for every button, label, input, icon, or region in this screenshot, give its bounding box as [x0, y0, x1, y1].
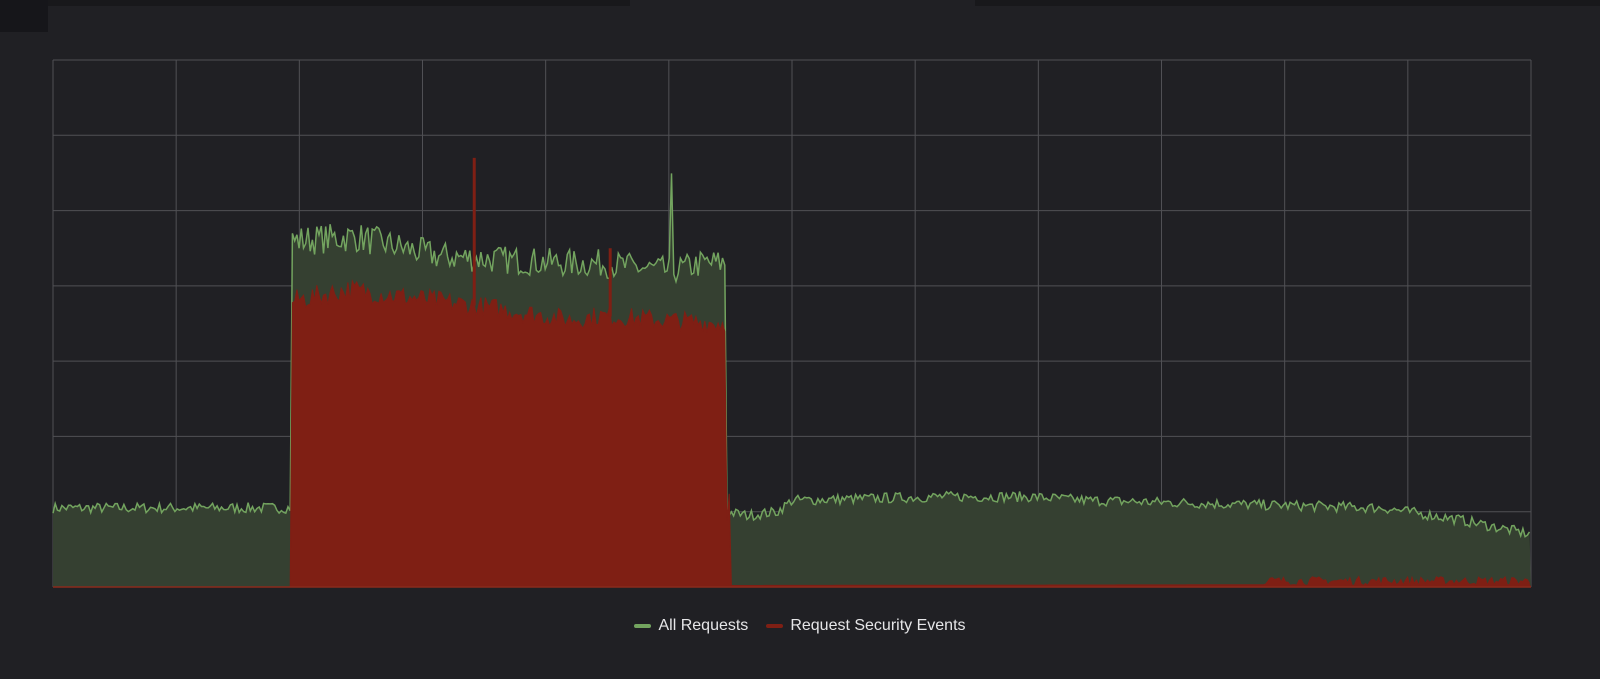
series-line-security-events	[53, 279, 1530, 588]
legend-swatch-security-events	[766, 624, 784, 628]
panel-corner-block	[0, 0, 48, 32]
legend-swatch-all-requests	[634, 624, 652, 628]
series-area-security-events	[53, 280, 1531, 587]
legend-label-all-requests: All Requests	[658, 617, 749, 634]
timeseries-chart[interactable]	[0, 0, 1600, 600]
top-panel-strip-right	[975, 0, 1600, 6]
top-panel-strip-left	[0, 0, 630, 6]
legend-label-security-events: Request Security Events	[790, 617, 966, 634]
legend-item-all-requests[interactable]: All Requests	[634, 614, 748, 638]
legend-item-security-events[interactable]: Request Security Events	[766, 614, 966, 638]
series-line-all-requests	[52, 173, 1531, 539]
chart-legend: All Requests Request Security Events	[0, 614, 1600, 638]
